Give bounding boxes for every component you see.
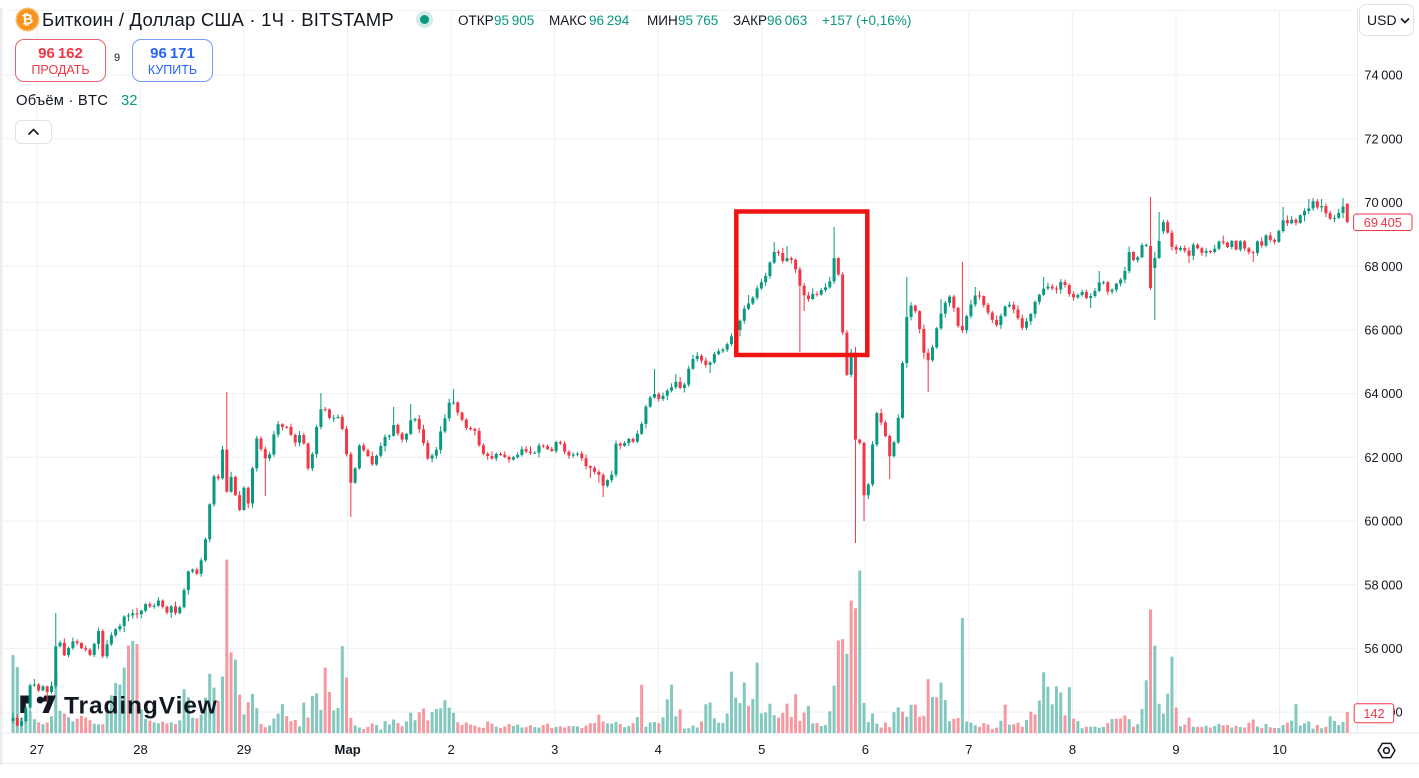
svg-text:68 000: 68 000 [1364,259,1402,274]
svg-text:72 000: 72 000 [1364,131,1402,146]
svg-text:8: 8 [1069,742,1076,757]
svg-text:69 405: 69 405 [1364,215,1402,230]
svg-text:62 000: 62 000 [1364,450,1402,465]
svg-text:74 000: 74 000 [1364,68,1402,83]
svg-text:10: 10 [1272,742,1286,757]
svg-text:60 000: 60 000 [1364,514,1402,529]
svg-text:Мар: Мар [335,742,361,757]
svg-text:9: 9 [1172,742,1179,757]
svg-text:58 000: 58 000 [1364,577,1402,592]
svg-text:TradingView: TradingView [64,693,218,720]
svg-text:4: 4 [655,742,662,757]
svg-text:3: 3 [551,742,558,757]
svg-text:66 000: 66 000 [1364,323,1402,338]
svg-text:56 000: 56 000 [1364,641,1402,656]
svg-text:7: 7 [965,742,972,757]
svg-text:2: 2 [447,742,454,757]
svg-text:64 000: 64 000 [1364,386,1402,401]
svg-text:29: 29 [237,742,251,757]
svg-text:28: 28 [133,742,147,757]
svg-text:5: 5 [758,742,765,757]
svg-text:142: 142 [1363,706,1384,721]
svg-text:70 000: 70 000 [1364,195,1402,210]
svg-text:6: 6 [862,742,869,757]
svg-text:27: 27 [30,742,44,757]
